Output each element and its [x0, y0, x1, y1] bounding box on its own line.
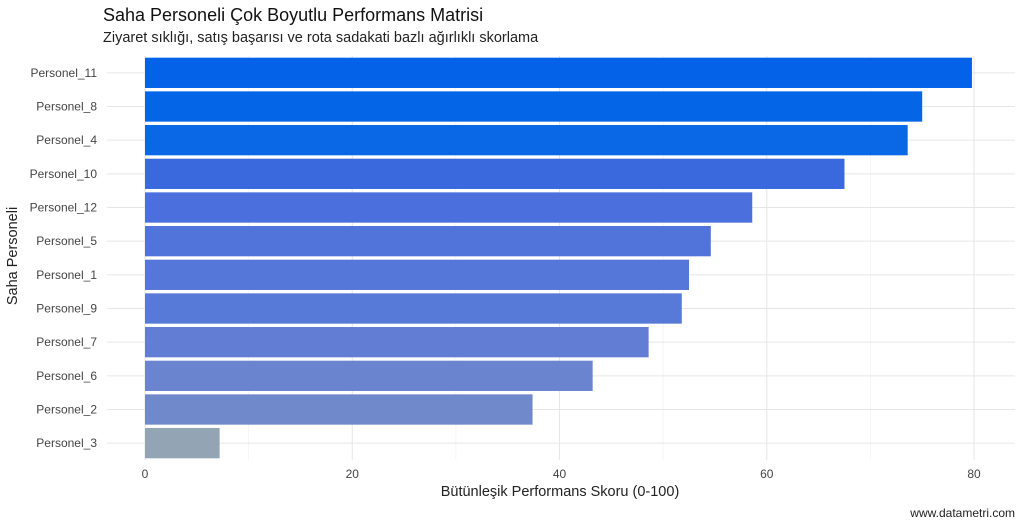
bar-personel-12: [145, 192, 753, 223]
y-tick-label: Personel_6: [36, 369, 97, 383]
bar-personel-4: [145, 125, 908, 156]
y-tick-label: Personel_12: [30, 201, 98, 215]
x-tick-label: 20: [346, 467, 360, 481]
bar-personel-9: [145, 293, 682, 324]
y-tick-label: Personel_11: [31, 66, 98, 80]
chart-title: Saha Personeli Çok Boyutlu Performans Ma…: [103, 5, 484, 25]
bar-personel-1: [145, 259, 690, 290]
bar-personel-6: [145, 360, 593, 391]
bar-personel-5: [145, 226, 711, 257]
x-tick-label: 60: [760, 467, 774, 481]
y-tick-label: Personel_8: [36, 100, 97, 114]
bar-personel-7: [145, 327, 649, 358]
x-tick-label: 40: [553, 467, 567, 481]
y-tick-label: Personel_1: [36, 268, 97, 282]
bar-personel-10: [145, 158, 845, 189]
x-axis-label: Bütünleşik Performans Skoru (0-100): [440, 484, 680, 500]
y-tick-label: Personel_5: [36, 234, 97, 248]
bar-personel-3: [145, 428, 220, 459]
y-tick-label: Personel_7: [36, 335, 97, 349]
bar-personel-8: [145, 91, 923, 122]
y-tick-label: Personel_4: [36, 133, 97, 147]
y-tick-label: Personel_9: [36, 302, 97, 316]
y-axis-label: Saha Personeli: [5, 206, 21, 306]
bar-personel-2: [145, 394, 533, 425]
chart-subtitle: Ziyaret sıklığı, satış başarısı ve rota …: [103, 30, 539, 46]
bar-personel-11: [145, 57, 972, 88]
caption: www.datametri.com: [910, 506, 1015, 520]
x-tick-label: 80: [967, 467, 981, 481]
y-tick-label: Personel_3: [36, 436, 97, 450]
x-tick-label: 0: [142, 467, 149, 481]
y-tick-label: Personel_10: [30, 167, 98, 181]
y-tick-label: Personel_2: [36, 403, 97, 417]
